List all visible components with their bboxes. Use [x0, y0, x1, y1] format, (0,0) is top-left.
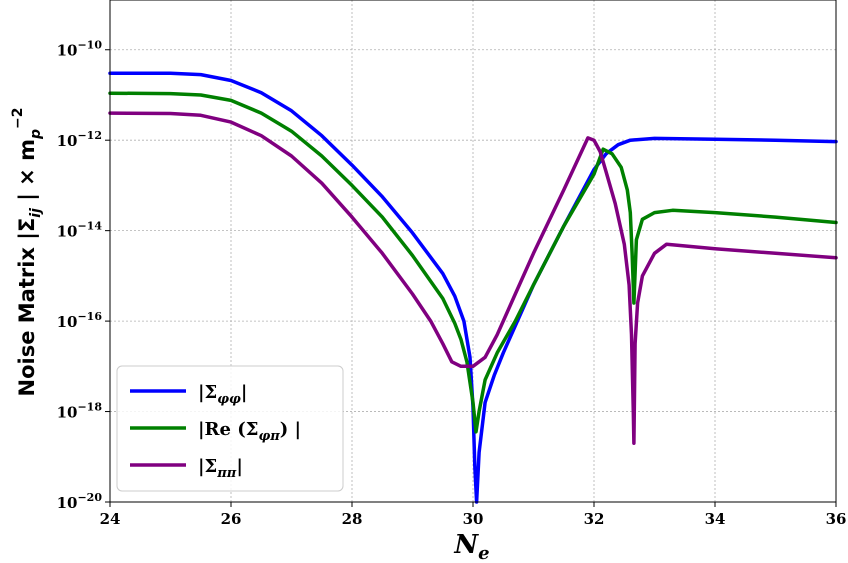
y-axis-label-mid: | × m — [15, 139, 40, 208]
tick-labels: 24 26 28 30 32 34 36 10−20 10−18 10−16 10−14 10−12 1… — [57, 39, 847, 528]
x-tick-label-4: 32 — [584, 510, 605, 528]
y-tick-label-2: 10−16 — [57, 310, 103, 331]
series-lines — [108, 71, 838, 504]
y-tick-label-0: 10−20 — [57, 491, 103, 512]
series-line-2 — [108, 111, 838, 445]
x-tick-label-1: 26 — [221, 510, 242, 528]
legend: |Σφφ| |Re (Σφπ) | |Σππ| — [116, 365, 344, 492]
y-axis-label-prefix: Noise Matrix |Σ — [15, 218, 40, 397]
x-tick-label-0: 24 — [100, 510, 121, 528]
legend-label-1: |Re (Σφπ) | — [198, 419, 301, 444]
x-axis-label: Ne — [453, 530, 489, 563]
legend-label-0: |Σφφ| — [198, 382, 247, 407]
series-line-1 — [108, 91, 838, 434]
x-tick-label-5: 34 — [705, 510, 726, 528]
y-axis-label-sup: −2 — [10, 107, 26, 128]
legend-box — [116, 365, 344, 492]
x-axis-label-sub: e — [478, 543, 489, 563]
y-axis-label-sub2: p — [28, 129, 44, 140]
axes — [105, 0, 837, 507]
series-line-0 — [108, 71, 838, 504]
y-tick-label-5: 10−10 — [57, 39, 103, 60]
y-tick-label-3: 10−14 — [57, 220, 103, 241]
x-tick-label-6: 36 — [826, 510, 847, 528]
legend-label-2: |Σππ| — [198, 456, 243, 481]
y-axis-label: Noise Matrix |Σij | × mp−2 — [10, 107, 44, 396]
y-tick-label-1: 10−18 — [57, 401, 103, 422]
x-tick-label-2: 28 — [342, 510, 363, 528]
y-axis-label-sub: ij — [28, 208, 44, 218]
x-tick-label-3: 30 — [463, 510, 484, 528]
y-tick-label-4: 10−12 — [57, 129, 102, 150]
